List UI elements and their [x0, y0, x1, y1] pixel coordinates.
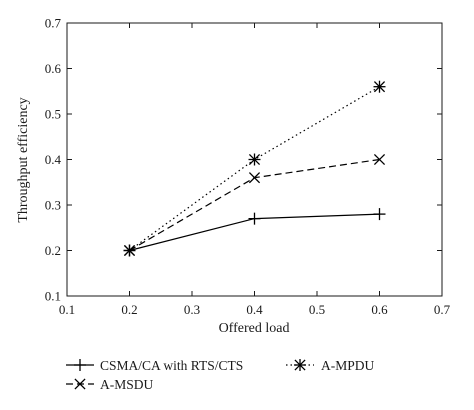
data-point: [248, 172, 261, 184]
data-point: [123, 244, 136, 257]
y-axis-title: Throughput efficiency: [16, 97, 31, 222]
series-line: [129, 158, 380, 252]
x-tick-label: 0.7: [434, 302, 451, 317]
legend-item: A-MPDU: [286, 358, 375, 373]
y-tick-label: 0.6: [45, 61, 62, 76]
series-line: [129, 86, 380, 251]
y-tick-label: 0.3: [45, 198, 61, 213]
data-point: [373, 153, 386, 166]
y-tick-label: 0.7: [45, 16, 62, 31]
legend-marker: [294, 359, 306, 371]
x-tick-label: 0.1: [59, 302, 75, 317]
x-tick-label: 0.6: [371, 302, 388, 317]
legend-label: A-MSDU: [100, 377, 154, 392]
legend-label: CSMA/CA with RTS/CTS: [100, 358, 243, 373]
data-point: [248, 212, 261, 225]
x-tick-label: 0.3: [184, 302, 200, 317]
legend-marker: [74, 359, 86, 371]
x-axis-title: Offered load: [219, 321, 290, 336]
legend-label: A-MPDU: [321, 358, 375, 373]
y-tick-label: 0.2: [45, 243, 61, 258]
x-tick-label: 0.2: [121, 302, 137, 317]
y-tick-label: 0.5: [45, 107, 61, 122]
y-tick-label: 0.1: [45, 289, 61, 304]
y-tick-label: 0.4: [45, 152, 62, 167]
x-tick-label: 0.5: [309, 302, 325, 317]
series-a-msdu: [123, 153, 386, 257]
legend-item: A-MSDU: [66, 377, 154, 392]
data-point: [373, 80, 386, 93]
legend-item: CSMA/CA with RTS/CTS: [66, 358, 243, 373]
x-tick-label: 0.4: [246, 302, 263, 317]
axis-ticks: 0.1 0.2 0.3 0.4 0.5 0.6 0.7 0.1 0.2 0.3 0.4 0.5 0.6 0…: [45, 16, 451, 318]
data-point: [373, 208, 386, 221]
series-layer: [123, 80, 386, 257]
series-csma-ca-with-rts-cts: [123, 208, 386, 257]
legend: CSMA/CA with RTS/CTS A-MSDU A-MPDU: [66, 358, 375, 392]
series-a-mpdu: [123, 80, 386, 257]
legend-marker: [74, 378, 86, 390]
data-point: [248, 153, 261, 166]
